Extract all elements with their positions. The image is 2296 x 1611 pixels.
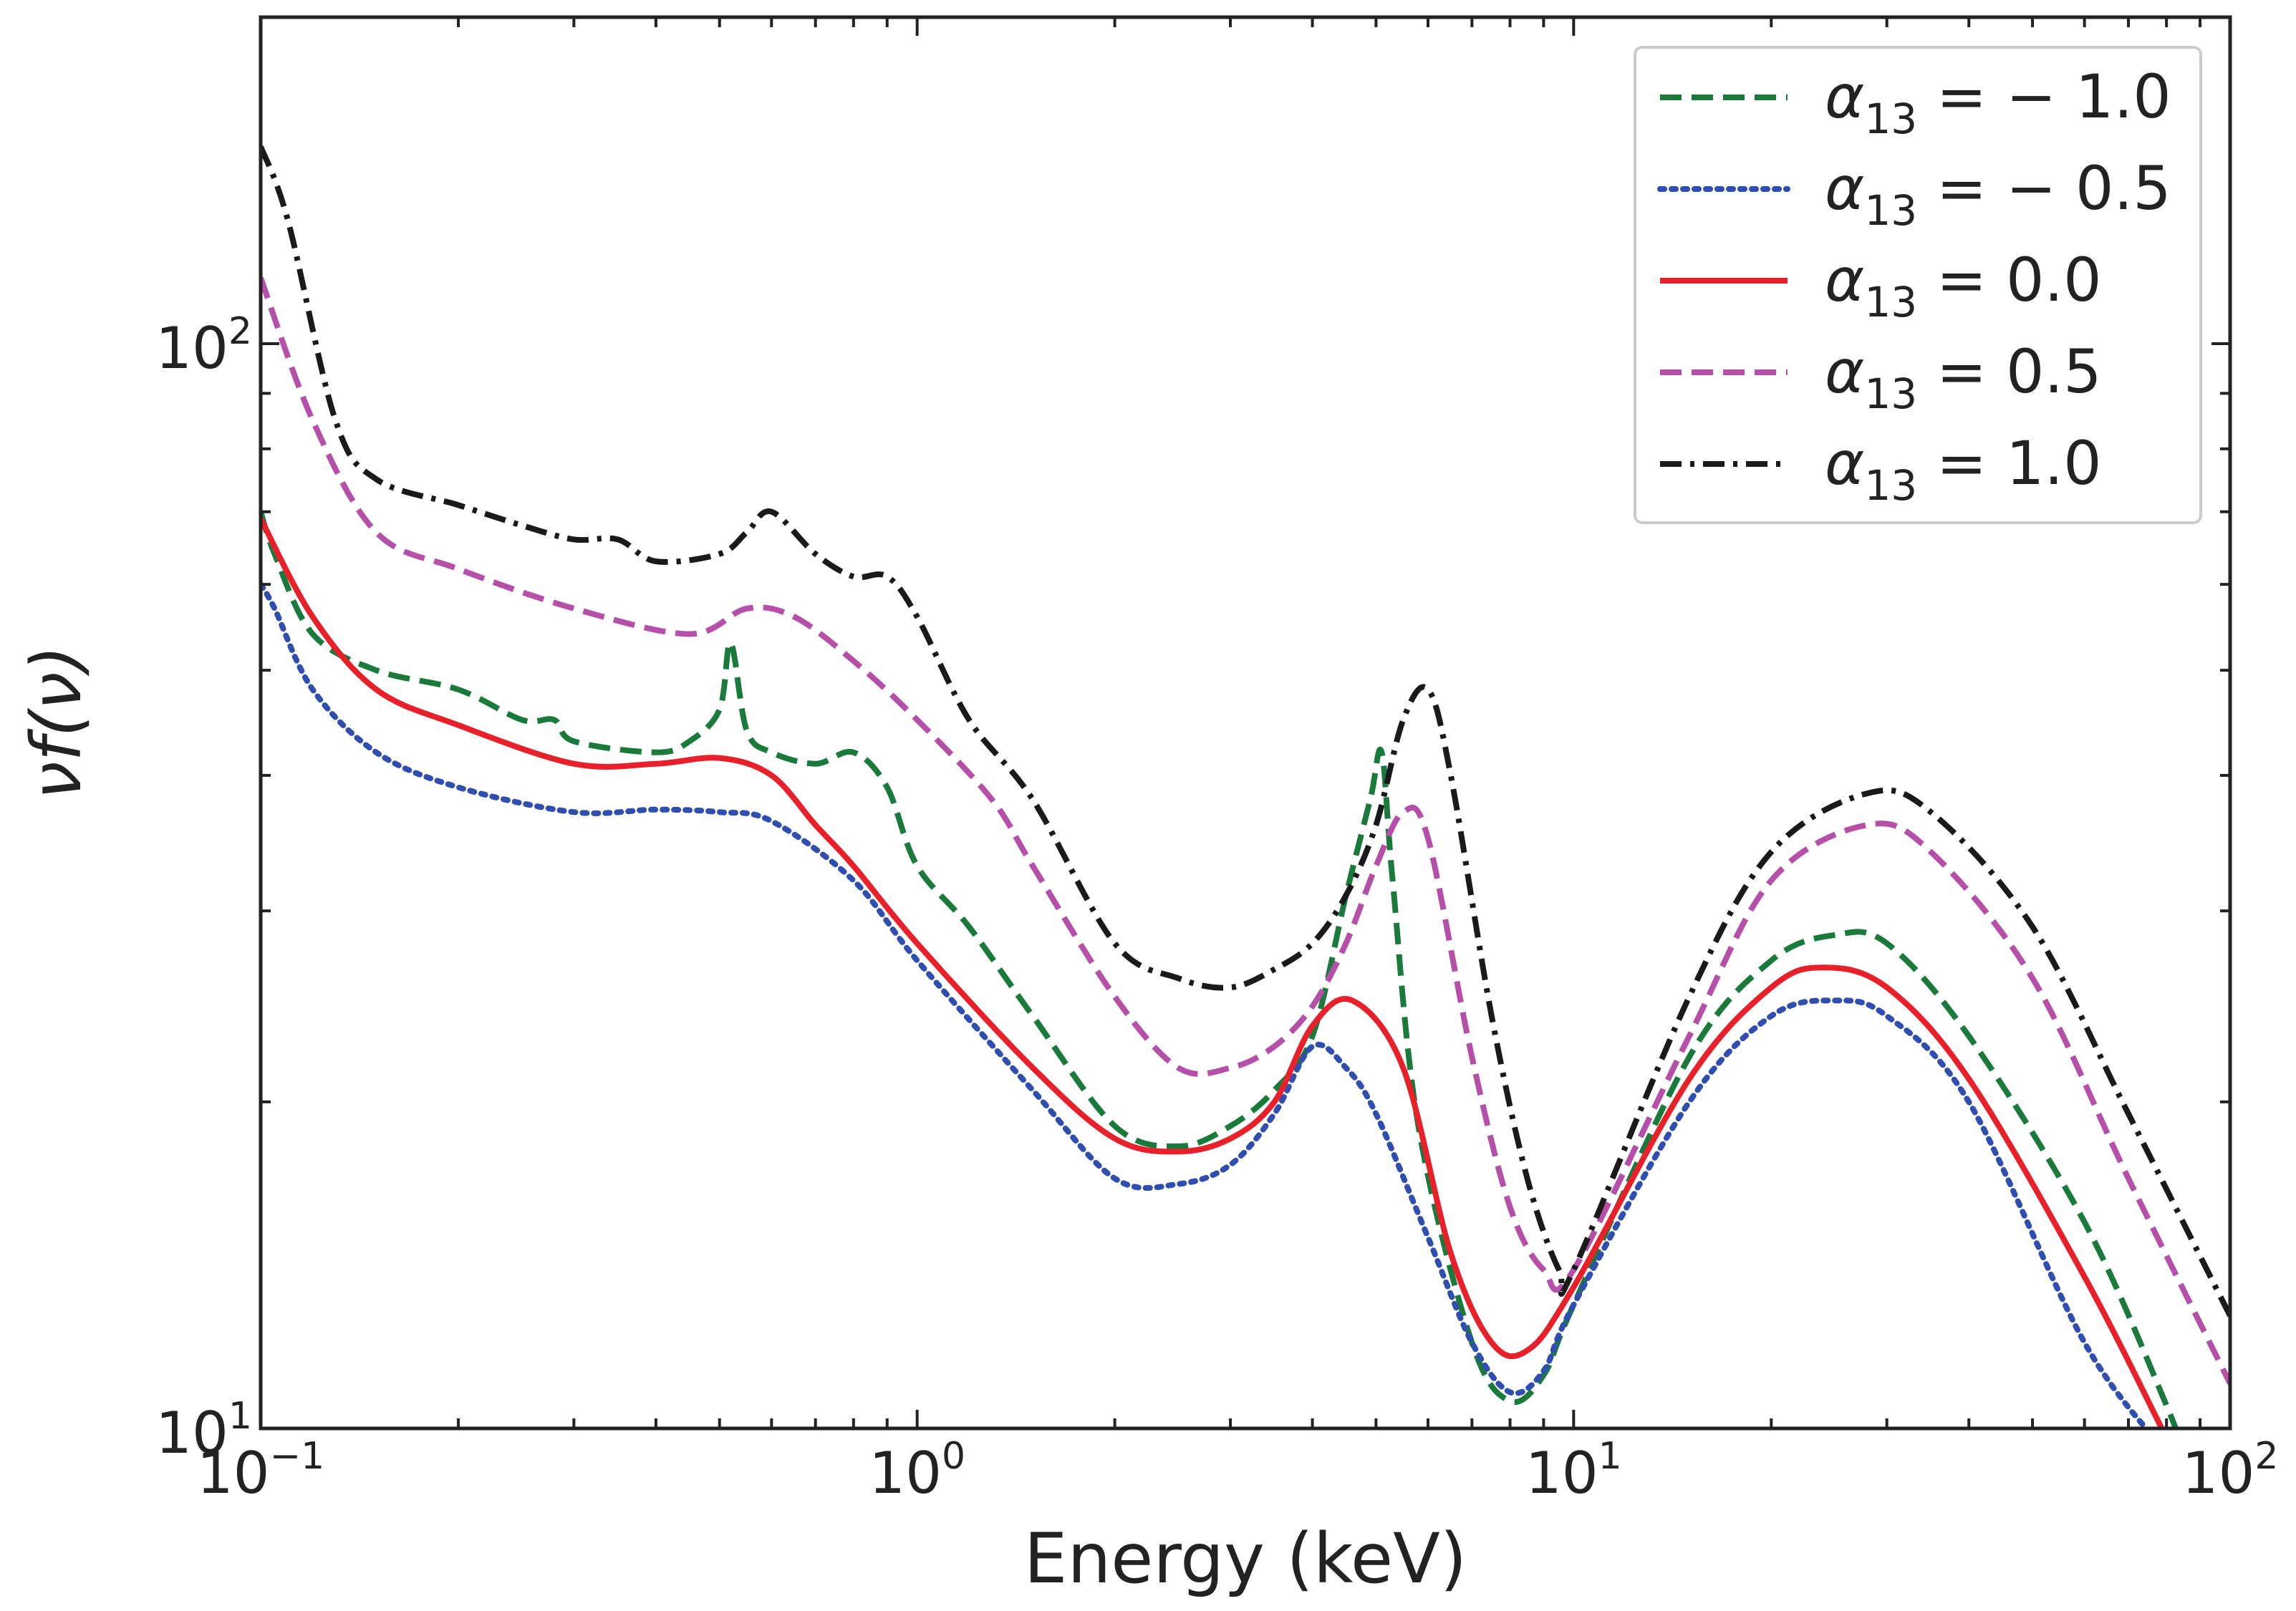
y-tick-labels: 101 102 — [155, 310, 252, 1466]
legend-label-5: α13 = 1.0 — [1825, 428, 2102, 510]
series-line-2 — [261, 581, 2150, 1428]
y-tick-label: 102 — [155, 310, 252, 382]
legend-label-4: α13 = 0.5 — [1825, 337, 2102, 418]
x-tick-labels: 10−1 100 101 102 — [197, 1435, 2279, 1506]
y-axis-label: νf(ν) — [16, 645, 97, 800]
series-line-5 — [261, 145, 2230, 1317]
legend-label-1: α13 = − 1.0 — [1825, 62, 2171, 143]
series-line-4 — [261, 276, 2230, 1385]
plot-frame — [259, 15, 2232, 1431]
x-axis-label: Energy (keV) — [1024, 1519, 1467, 1599]
x-tick-label: 102 — [2182, 1435, 2279, 1506]
series-line-1 — [261, 511, 2179, 1428]
x-tick-label: 100 — [869, 1435, 965, 1506]
series-line-3 — [261, 517, 2165, 1428]
legend-label-3: α13 = 0.0 — [1825, 245, 2102, 326]
series-layer — [261, 145, 2230, 1428]
legend-box — [1634, 46, 2202, 524]
x-tick-label: 10−1 — [197, 1435, 324, 1506]
legend: α13 = − 1.0 α13 = − 0.5 α13 = 0.0 α13 = 0.5… — [1634, 46, 2202, 524]
legend-label-2: α13 = − 0.5 — [1825, 153, 2171, 235]
y-tick-label: 101 — [155, 1395, 252, 1466]
x-tick-label: 101 — [1525, 1435, 1622, 1506]
ticks-layer — [259, 17, 2232, 1430]
